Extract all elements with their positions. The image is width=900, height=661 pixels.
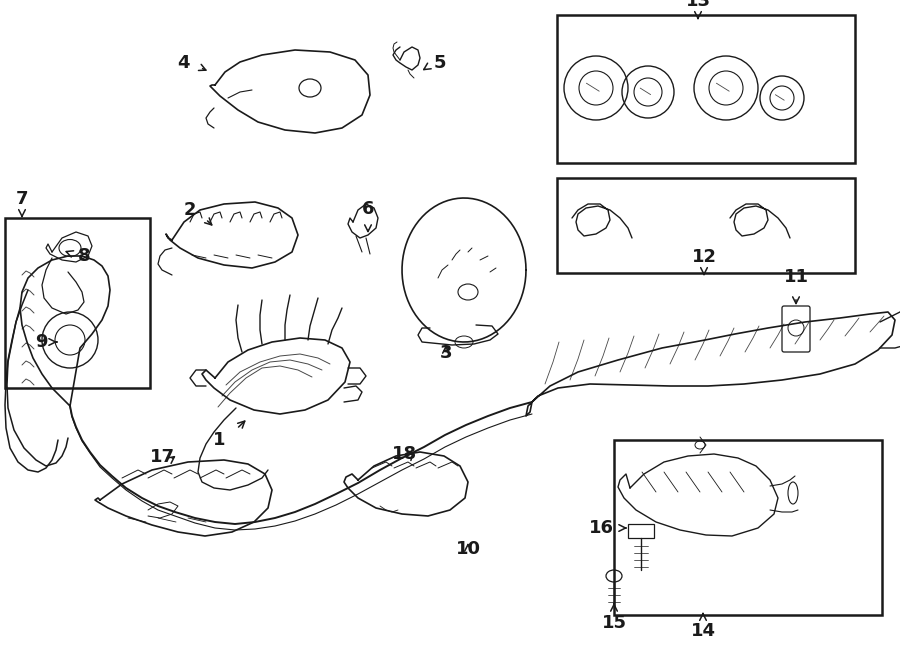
Text: 6: 6 <box>362 200 374 218</box>
Text: 7: 7 <box>16 190 28 208</box>
Text: 8: 8 <box>78 247 91 265</box>
Bar <box>614 440 882 615</box>
Text: 17: 17 <box>149 448 175 466</box>
Text: 16: 16 <box>589 519 614 537</box>
Text: 15: 15 <box>601 614 626 632</box>
Bar <box>628 524 654 538</box>
Bar <box>557 15 855 163</box>
Text: 12: 12 <box>691 248 716 266</box>
Text: 1: 1 <box>212 431 225 449</box>
Bar <box>557 178 855 273</box>
Bar <box>5 218 150 388</box>
Text: 9: 9 <box>35 333 48 351</box>
Text: 14: 14 <box>690 622 716 640</box>
Text: 18: 18 <box>392 445 417 463</box>
Text: 4: 4 <box>177 54 190 72</box>
Text: 2: 2 <box>184 201 196 219</box>
Text: 3: 3 <box>440 344 452 362</box>
Text: 10: 10 <box>455 540 481 558</box>
Text: 13: 13 <box>686 0 710 10</box>
Text: 11: 11 <box>784 268 808 286</box>
Text: 5: 5 <box>434 54 446 72</box>
